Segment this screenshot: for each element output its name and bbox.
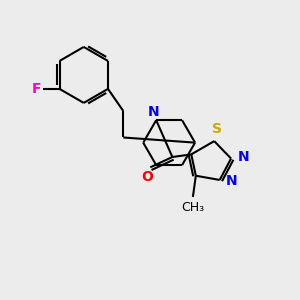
Text: S: S: [212, 122, 222, 136]
Text: N: N: [238, 150, 249, 164]
Text: N: N: [148, 105, 160, 119]
Text: N: N: [226, 174, 238, 188]
Text: CH₃: CH₃: [181, 201, 204, 214]
Text: O: O: [141, 170, 153, 184]
Text: F: F: [32, 82, 41, 96]
